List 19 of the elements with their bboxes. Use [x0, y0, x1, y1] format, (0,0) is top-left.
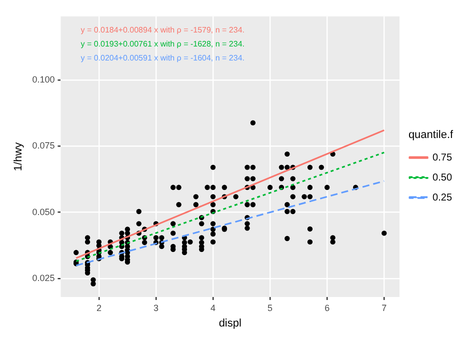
x-tick-label: 2 — [96, 302, 102, 313]
annotation: y = 0.0184+0.00894 x with ρ = -1579, n = 234. — [80, 26, 245, 35]
y-tick-label: 0.025 — [32, 272, 55, 283]
legend-label: 0.25 — [432, 192, 452, 204]
x-tick-label: 3 — [153, 302, 158, 313]
y-tick-label: 0.050 — [32, 206, 55, 217]
y-tick-label: 0.075 — [32, 140, 55, 151]
x-tick-label: 5 — [268, 302, 273, 313]
legend-label: 0.50 — [432, 172, 452, 184]
x-tick-label: 6 — [324, 302, 330, 313]
annotation: y = 0.0193+0.00761 x with ρ = -1628, n = 234. — [80, 40, 245, 49]
y-axis-title: 1/hwy — [12, 142, 25, 172]
x-tick-label: 7 — [382, 302, 387, 313]
legend-label: 0.75 — [432, 152, 452, 164]
x-tick-label: 4 — [210, 302, 216, 313]
y-tick-label: 0.100 — [32, 74, 55, 84]
legend-title: quantile.f — [408, 128, 454, 141]
annotation: y = 0.0204+0.00591 x with ρ = -1604, n = 234. — [80, 54, 245, 63]
x-axis-title: displ — [218, 317, 242, 330]
